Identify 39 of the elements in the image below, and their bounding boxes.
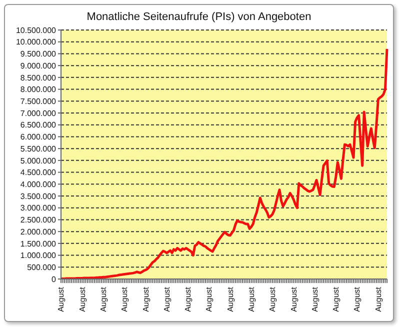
y-tick-label: 1.500.000 — [20, 239, 57, 248]
x-tick-label: August — [246, 286, 256, 312]
x-tick-label: August — [204, 286, 214, 312]
y-tick-label: 3.000.000 — [20, 204, 57, 213]
x-tick-label: August — [310, 286, 320, 312]
y-tick-label: 0 — [52, 274, 57, 284]
x-tick-label: August — [141, 286, 150, 312]
y-tick-label: 6.500.000 — [20, 120, 57, 130]
y-tick-label: 8.000.000 — [20, 85, 57, 94]
x-tick-label: August — [98, 286, 108, 312]
y-tick-label: 6.000.000 — [20, 132, 57, 142]
x-tick-label: August — [184, 286, 193, 312]
y-tick-label: 2.000.000 — [20, 227, 57, 236]
x-tick-label: August — [374, 286, 383, 312]
y-tick-label: 7.000.000 — [20, 108, 57, 118]
x-tick-label: August — [226, 286, 235, 312]
x-tick-label: August — [289, 286, 298, 312]
y-tick-label: 4.000.000 — [20, 180, 57, 189]
x-tick-label: August — [78, 286, 87, 312]
x-tick-label: August — [162, 286, 172, 312]
x-tick-label: August — [352, 286, 362, 312]
y-tick-label: 1.000.000 — [20, 251, 57, 260]
y-tick-label: 5.500.000 — [20, 144, 57, 154]
x-tick-label: August — [268, 286, 278, 312]
y-tick-label: 4.500.000 — [20, 168, 57, 178]
chart-title: Monatliche Seitenaufrufe (PIs) von Angeboten — [86, 11, 312, 23]
x-tick-label: August — [332, 286, 341, 312]
y-tick-label: 3.500.000 — [20, 192, 57, 201]
y-tick-label: 10.500.000 — [16, 26, 57, 35]
y-tick-label: 500.000 — [27, 262, 57, 272]
y-tick-label: 8.500.000 — [20, 73, 57, 82]
y-tick-label: 7.500.000 — [20, 96, 57, 106]
y-tick-label: 9.000.000 — [20, 61, 57, 70]
y-tick-label: 2.500.000 — [20, 216, 57, 225]
y-tick-label: 10.000.000 — [16, 38, 57, 47]
y-tick-label: 9.500.000 — [20, 50, 57, 59]
x-tick-label: August — [56, 286, 66, 312]
x-tick-label: August — [120, 286, 130, 312]
y-tick-label: 5.000.000 — [20, 156, 57, 166]
